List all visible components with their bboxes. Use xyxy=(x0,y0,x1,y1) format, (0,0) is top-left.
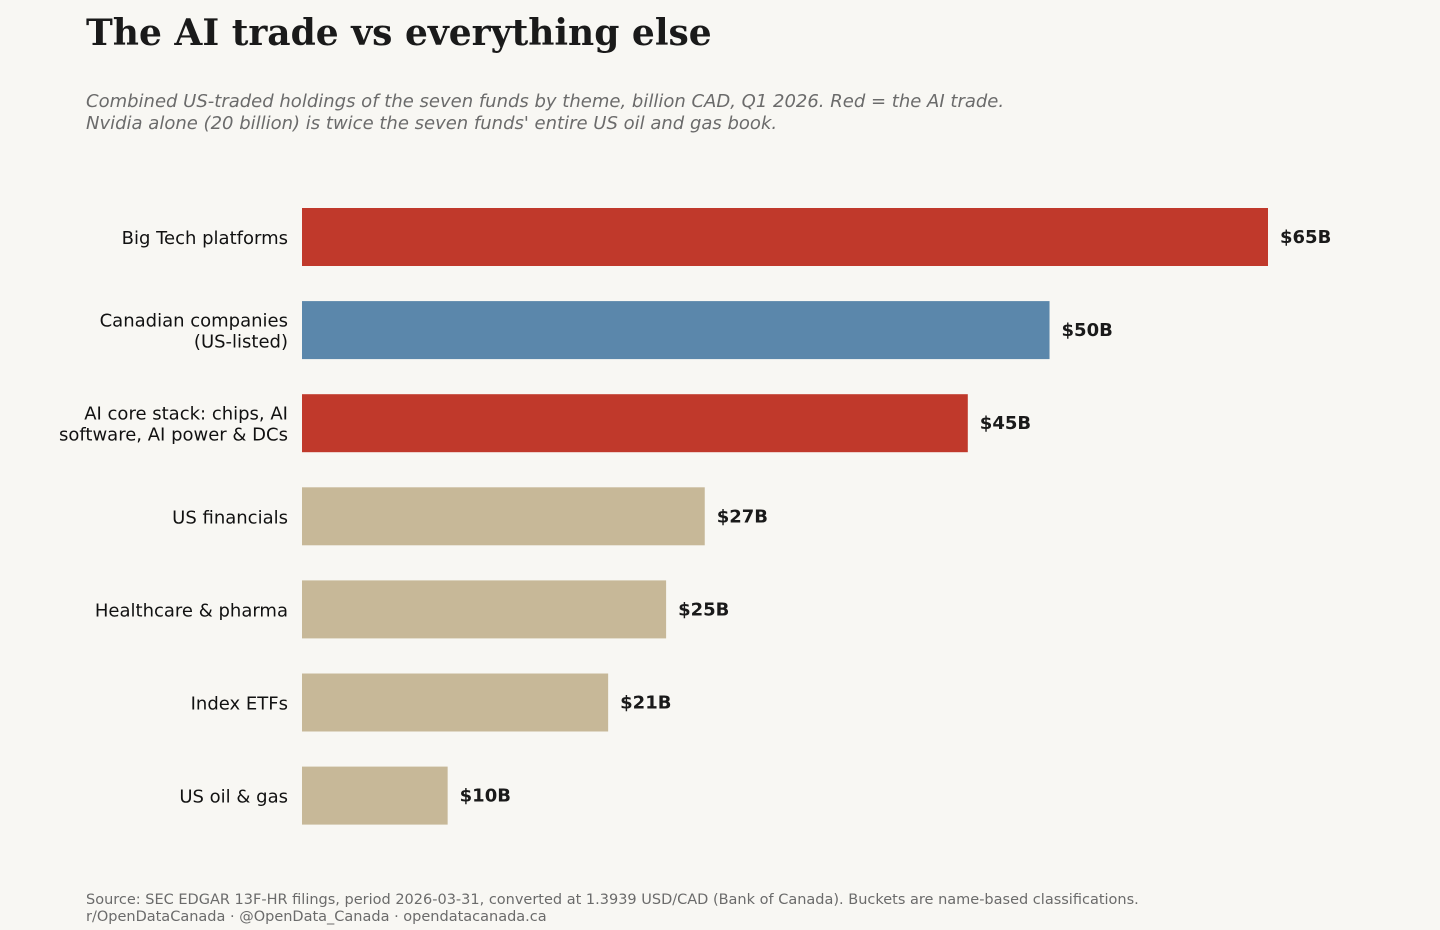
data-label: $25B xyxy=(678,599,729,620)
bar xyxy=(302,766,448,825)
bar xyxy=(302,580,667,639)
bar xyxy=(302,394,968,453)
category-label: Index ETFs xyxy=(191,694,288,715)
subtitle-line: Combined US-traded holdings of the seven… xyxy=(86,91,1005,112)
category-label: US financials xyxy=(172,507,288,528)
category-label: Canadian companies xyxy=(100,311,288,332)
category-label: Big Tech platforms xyxy=(122,228,288,249)
bar xyxy=(302,301,1050,360)
data-label: $21B xyxy=(620,693,671,714)
category-label: AI core stack: chips, AI xyxy=(84,404,288,425)
data-label: $45B xyxy=(980,413,1031,434)
category-label: Healthcare & pharma xyxy=(95,600,288,621)
category-label: (US-listed) xyxy=(194,332,288,353)
data-label: $65B xyxy=(1280,227,1331,248)
source-line: Source: SEC EDGAR 13F-HR filings, period… xyxy=(86,892,1139,908)
subtitle-line: Nvidia alone (20 billion) is twice the s… xyxy=(86,113,778,134)
bar xyxy=(302,487,705,546)
data-label: $50B xyxy=(1062,320,1113,341)
bar xyxy=(302,673,609,732)
chart-title: The AI trade vs everything else xyxy=(86,12,712,54)
source-note: Source: SEC EDGAR 13F-HR filings, period… xyxy=(86,892,1139,926)
data-label: $27B xyxy=(717,506,768,527)
category-label: US oil & gas xyxy=(179,787,288,808)
data-label: $10B xyxy=(460,786,511,807)
chart-subtitle: Combined US-traded holdings of the seven… xyxy=(86,91,1004,135)
category-label: software, AI power & DCs xyxy=(59,425,288,446)
bar xyxy=(302,208,1268,266)
source-line: r/OpenDataCanada · @OpenData_Canada · op… xyxy=(86,909,547,925)
